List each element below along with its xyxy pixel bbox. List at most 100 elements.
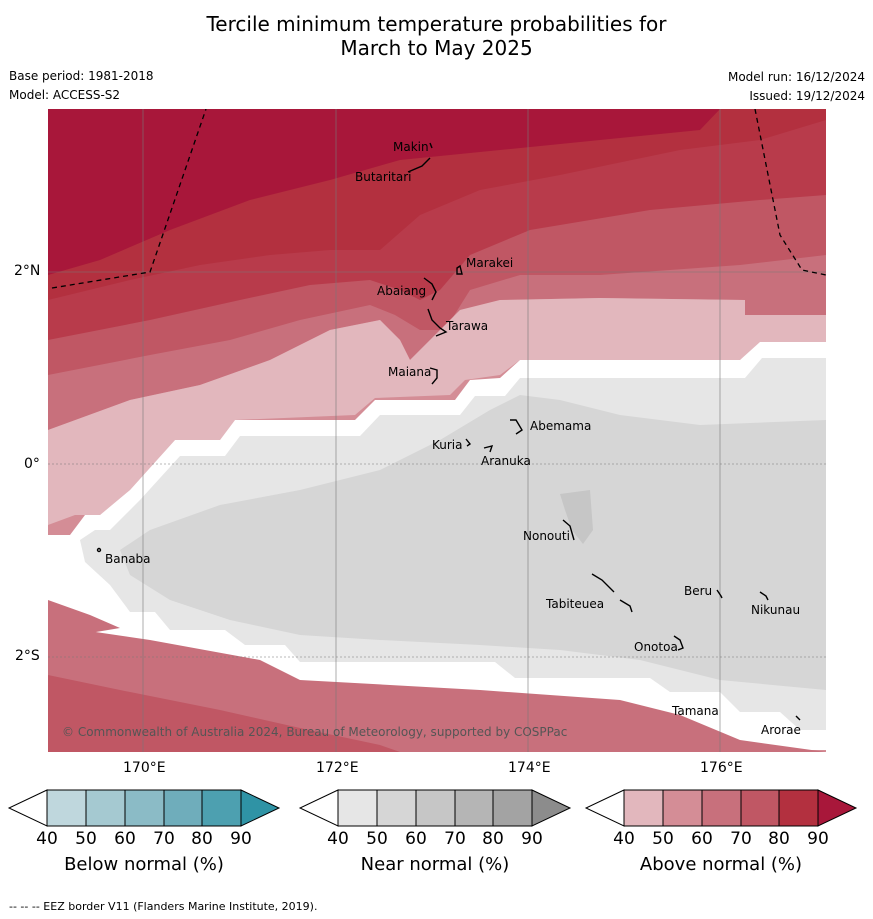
island-kuria <box>465 438 472 447</box>
colorbar-below-seg-3 <box>125 790 164 826</box>
island-beru <box>716 589 723 599</box>
island-aranuka <box>483 445 494 453</box>
colorbar-near-seg-3 <box>416 790 455 826</box>
lon-label-176: 176°E <box>700 760 743 776</box>
island-nikunau <box>759 591 769 601</box>
island-tabiteuea-north <box>591 573 615 593</box>
colorbar-near-upper-extend <box>531 789 572 827</box>
colorbar-near-dividers <box>376 790 494 826</box>
above-tick-80: 80 <box>768 829 790 849</box>
eez-footer-note: -- -- -- EEZ border V11 (Flanders Marine… <box>9 900 318 913</box>
place-labels: Makin Butaritari Marakei Abaiang Tarawa … <box>105 140 801 737</box>
band-above-40 <box>48 298 826 525</box>
island-tarawa <box>427 308 448 337</box>
colorbar-below-frame <box>46 789 242 827</box>
model-name: Model: ACCESS-S2 <box>9 88 121 102</box>
title-line-2: March to May 2025 <box>340 36 533 60</box>
eez-border-east <box>754 109 826 276</box>
label-beru: Beru <box>684 584 712 598</box>
colorbar-below <box>7 789 281 827</box>
above-tick-60: 60 <box>691 829 713 849</box>
colorbar-below-seg-1 <box>47 790 86 826</box>
colorbar-near-lower-extend <box>298 789 339 827</box>
label-tamana: Tamana <box>671 704 719 718</box>
colorbar-near-seg-2 <box>377 790 416 826</box>
probability-map: Makin Butaritari Marakei Abaiang Tarawa … <box>48 109 826 752</box>
island-maiana <box>429 367 438 385</box>
near-tick-70: 70 <box>444 829 466 849</box>
island-abaiang <box>423 277 437 301</box>
island-butaritari <box>407 157 431 173</box>
island-banaba <box>96 547 102 553</box>
label-abaiang: Abaiang <box>377 284 426 298</box>
above-normal-title: Above normal (%) <box>639 854 803 875</box>
label-nikunau: Nikunau <box>751 603 800 617</box>
colorbar-above-upper-extend <box>817 789 858 827</box>
band-above-90 <box>48 109 720 275</box>
colorbar-near-seg-1 <box>338 790 377 826</box>
below-normal-title: Below normal (%) <box>64 854 224 875</box>
island-makin <box>429 142 433 149</box>
island-onotoa <box>673 635 684 651</box>
title-line-1: Tercile minimum temperature probabilitie… <box>206 12 667 36</box>
near-normal-title: Near normal (%) <box>360 854 510 875</box>
label-maiana: Maiana <box>388 365 431 379</box>
colorbar-below-seg-2 <box>86 790 125 826</box>
lon-label-172: 172°E <box>316 760 359 776</box>
lat-label-2s: 2°S <box>15 648 40 664</box>
colorbar-below-seg-4 <box>164 790 202 826</box>
base-period: Base period: 1981-2018 <box>9 69 154 83</box>
islands <box>96 142 801 721</box>
label-kuria: Kuria <box>432 438 463 452</box>
colorbar-above <box>584 789 858 827</box>
near-tick-50: 50 <box>366 829 388 849</box>
island-abemama <box>510 419 523 435</box>
label-butaritari: Butaritari <box>355 170 412 184</box>
lon-label-170: 170°E <box>123 760 166 776</box>
colorbar-above-seg-3 <box>702 790 741 826</box>
issued-date: Issued: 19/12/2024 <box>749 89 865 103</box>
band-near-50 <box>120 395 826 690</box>
near-tick-40: 40 <box>327 829 349 849</box>
below-tick-40: 40 <box>36 829 58 849</box>
colorbar-near-frame <box>337 789 533 827</box>
near-tick-90: 90 <box>521 829 543 849</box>
label-nonouti: Nonouti <box>523 529 570 543</box>
below-tick-70: 70 <box>153 829 175 849</box>
label-aranuka: Aranuka <box>481 454 531 468</box>
label-banaba: Banaba <box>105 552 151 566</box>
below-tick-80: 80 <box>191 829 213 849</box>
island-nonouti <box>562 519 575 541</box>
label-makin: Makin <box>393 140 429 154</box>
colorbar-near-seg-4 <box>455 790 493 826</box>
label-arorae: Arorae <box>761 723 801 737</box>
above-tick-40: 40 <box>613 829 635 849</box>
label-abemama: Abemama <box>530 419 591 433</box>
colorbar-near-seg-5 <box>493 790 532 826</box>
below-tick-50: 50 <box>75 829 97 849</box>
eez-border-west <box>51 109 207 289</box>
label-tarawa: Tarawa <box>445 319 488 333</box>
island-arorae <box>795 715 801 721</box>
lon-label-174: 174°E <box>508 760 551 776</box>
colorbar-above-dividers <box>662 790 780 826</box>
label-marakei: Marakei <box>466 256 513 270</box>
label-onotoa: Onotoa <box>634 640 678 654</box>
lat-label-2n: 2°N <box>14 263 41 279</box>
colorbar-above-seg-1 <box>624 790 663 826</box>
island-marakei <box>456 264 463 275</box>
colorbar-above-lower-extend <box>584 789 625 827</box>
island-tabiteuea-south <box>619 599 633 613</box>
band-near-60 <box>560 490 593 544</box>
copyright-text: © Commonwealth of Australia 2024, Bureau… <box>62 725 567 739</box>
above-tick-50: 50 <box>652 829 674 849</box>
eez-border <box>51 109 826 289</box>
model-run: Model run: 16/12/2024 <box>727 70 865 84</box>
graticule <box>48 109 826 752</box>
below-tick-60: 60 <box>114 829 136 849</box>
colorbar-near <box>298 789 572 827</box>
band-above-70-lower <box>48 675 400 752</box>
near-tick-80: 80 <box>482 829 504 849</box>
colorbar-above-seg-2 <box>663 790 702 826</box>
